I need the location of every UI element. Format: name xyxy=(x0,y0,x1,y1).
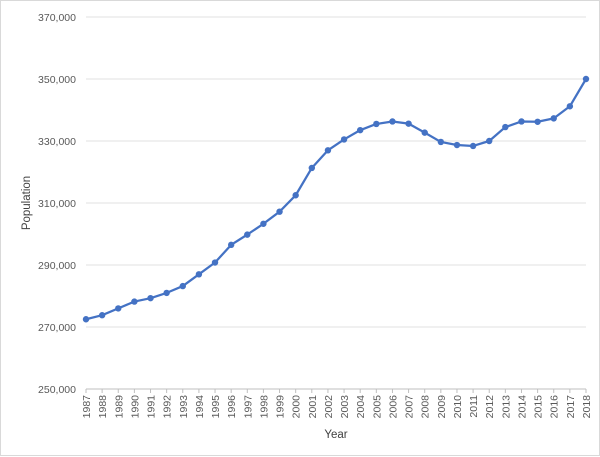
data-point xyxy=(421,129,428,136)
data-point xyxy=(389,118,396,125)
x-tick-label: 2006 xyxy=(387,395,399,419)
data-point xyxy=(227,241,235,249)
data-point xyxy=(98,312,106,319)
x-tick-label: 1989 xyxy=(113,395,125,419)
x-tick-label: 1994 xyxy=(194,395,206,419)
data-point xyxy=(534,118,541,125)
data-point xyxy=(356,126,364,134)
data-point xyxy=(502,123,509,131)
x-tick-label: 2017 xyxy=(565,395,577,419)
x-tick-label: 2007 xyxy=(404,395,416,419)
x-tick-label: 2004 xyxy=(355,395,367,419)
y-tick-label: 270,000 xyxy=(38,322,76,334)
data-point xyxy=(195,271,203,278)
x-tick-label: 2008 xyxy=(420,395,432,419)
y-axis-tick-labels: 250,000 270,000 290,000 310,000 330,000 350,0… xyxy=(38,12,76,396)
data-point xyxy=(82,316,90,323)
data-point xyxy=(373,120,380,128)
series-line xyxy=(85,78,587,321)
y-tick-label: 350,000 xyxy=(38,74,76,86)
x-tick-label: 1991 xyxy=(146,395,158,419)
data-point xyxy=(566,103,574,110)
x-tick-label: 2003 xyxy=(339,395,351,419)
x-tick-label: 2011 xyxy=(468,395,480,418)
data-point xyxy=(131,298,138,305)
x-tick-label: 2013 xyxy=(500,395,512,419)
x-tick-label: 2010 xyxy=(452,395,464,419)
y-tick-label: 330,000 xyxy=(38,136,76,148)
y-tick-label: 250,000 xyxy=(38,384,76,396)
x-tick-label: 2014 xyxy=(516,395,528,419)
data-point xyxy=(179,282,186,290)
x-tick-label: 2012 xyxy=(484,395,496,419)
x-tick-label: 1997 xyxy=(242,395,254,419)
data-point xyxy=(276,208,283,215)
x-tick-label: 2018 xyxy=(581,395,593,419)
x-tick-label: 1995 xyxy=(210,395,222,419)
data-point xyxy=(550,115,557,122)
data-point xyxy=(292,192,299,199)
y-tick-label: 290,000 xyxy=(38,260,76,272)
x-tick-label: 1999 xyxy=(275,395,287,419)
x-tick-label: 2015 xyxy=(533,395,545,419)
x-tick-label: 2016 xyxy=(549,395,561,419)
data-point xyxy=(324,147,332,154)
x-tick-label: 1987 xyxy=(81,395,93,419)
y-tick-label: 310,000 xyxy=(38,198,76,210)
data-point xyxy=(518,118,525,125)
data-point xyxy=(115,305,122,312)
data-point xyxy=(308,164,316,172)
gridlines xyxy=(86,16,586,390)
data-point xyxy=(260,220,267,227)
x-tick-label: 2002 xyxy=(323,395,335,419)
data-point xyxy=(340,136,348,143)
data-point xyxy=(453,141,461,149)
x-tick-label: 2005 xyxy=(371,395,383,419)
x-tick-label: 1990 xyxy=(129,395,141,419)
x-tick-label: 2000 xyxy=(291,395,303,419)
x-tick-label: 1992 xyxy=(162,395,174,419)
x-tick-label: 2009 xyxy=(436,395,448,419)
data-point xyxy=(244,231,251,238)
x-axis-title: Year xyxy=(324,429,347,441)
data-point xyxy=(147,294,154,302)
data-point xyxy=(469,142,477,150)
x-tick-label: 2001 xyxy=(307,395,319,419)
data-point xyxy=(437,138,445,146)
data-point xyxy=(582,75,590,83)
y-tick-label: 370,000 xyxy=(38,12,76,24)
x-tick-label: 1993 xyxy=(178,395,190,419)
x-tick-label: 1988 xyxy=(97,395,109,419)
x-tick-label: 1996 xyxy=(226,395,238,419)
x-axis-tick-labels: 1987 1988 1989 1990 1991 1992 1993 1994 1995 1996… xyxy=(81,389,593,418)
x-tick-label: 1998 xyxy=(258,395,270,419)
data-point xyxy=(211,259,219,266)
data-point xyxy=(486,137,493,145)
y-axis-title: Population xyxy=(21,176,33,230)
data-point xyxy=(163,289,170,297)
series-population xyxy=(82,75,590,323)
data-point xyxy=(405,120,412,127)
